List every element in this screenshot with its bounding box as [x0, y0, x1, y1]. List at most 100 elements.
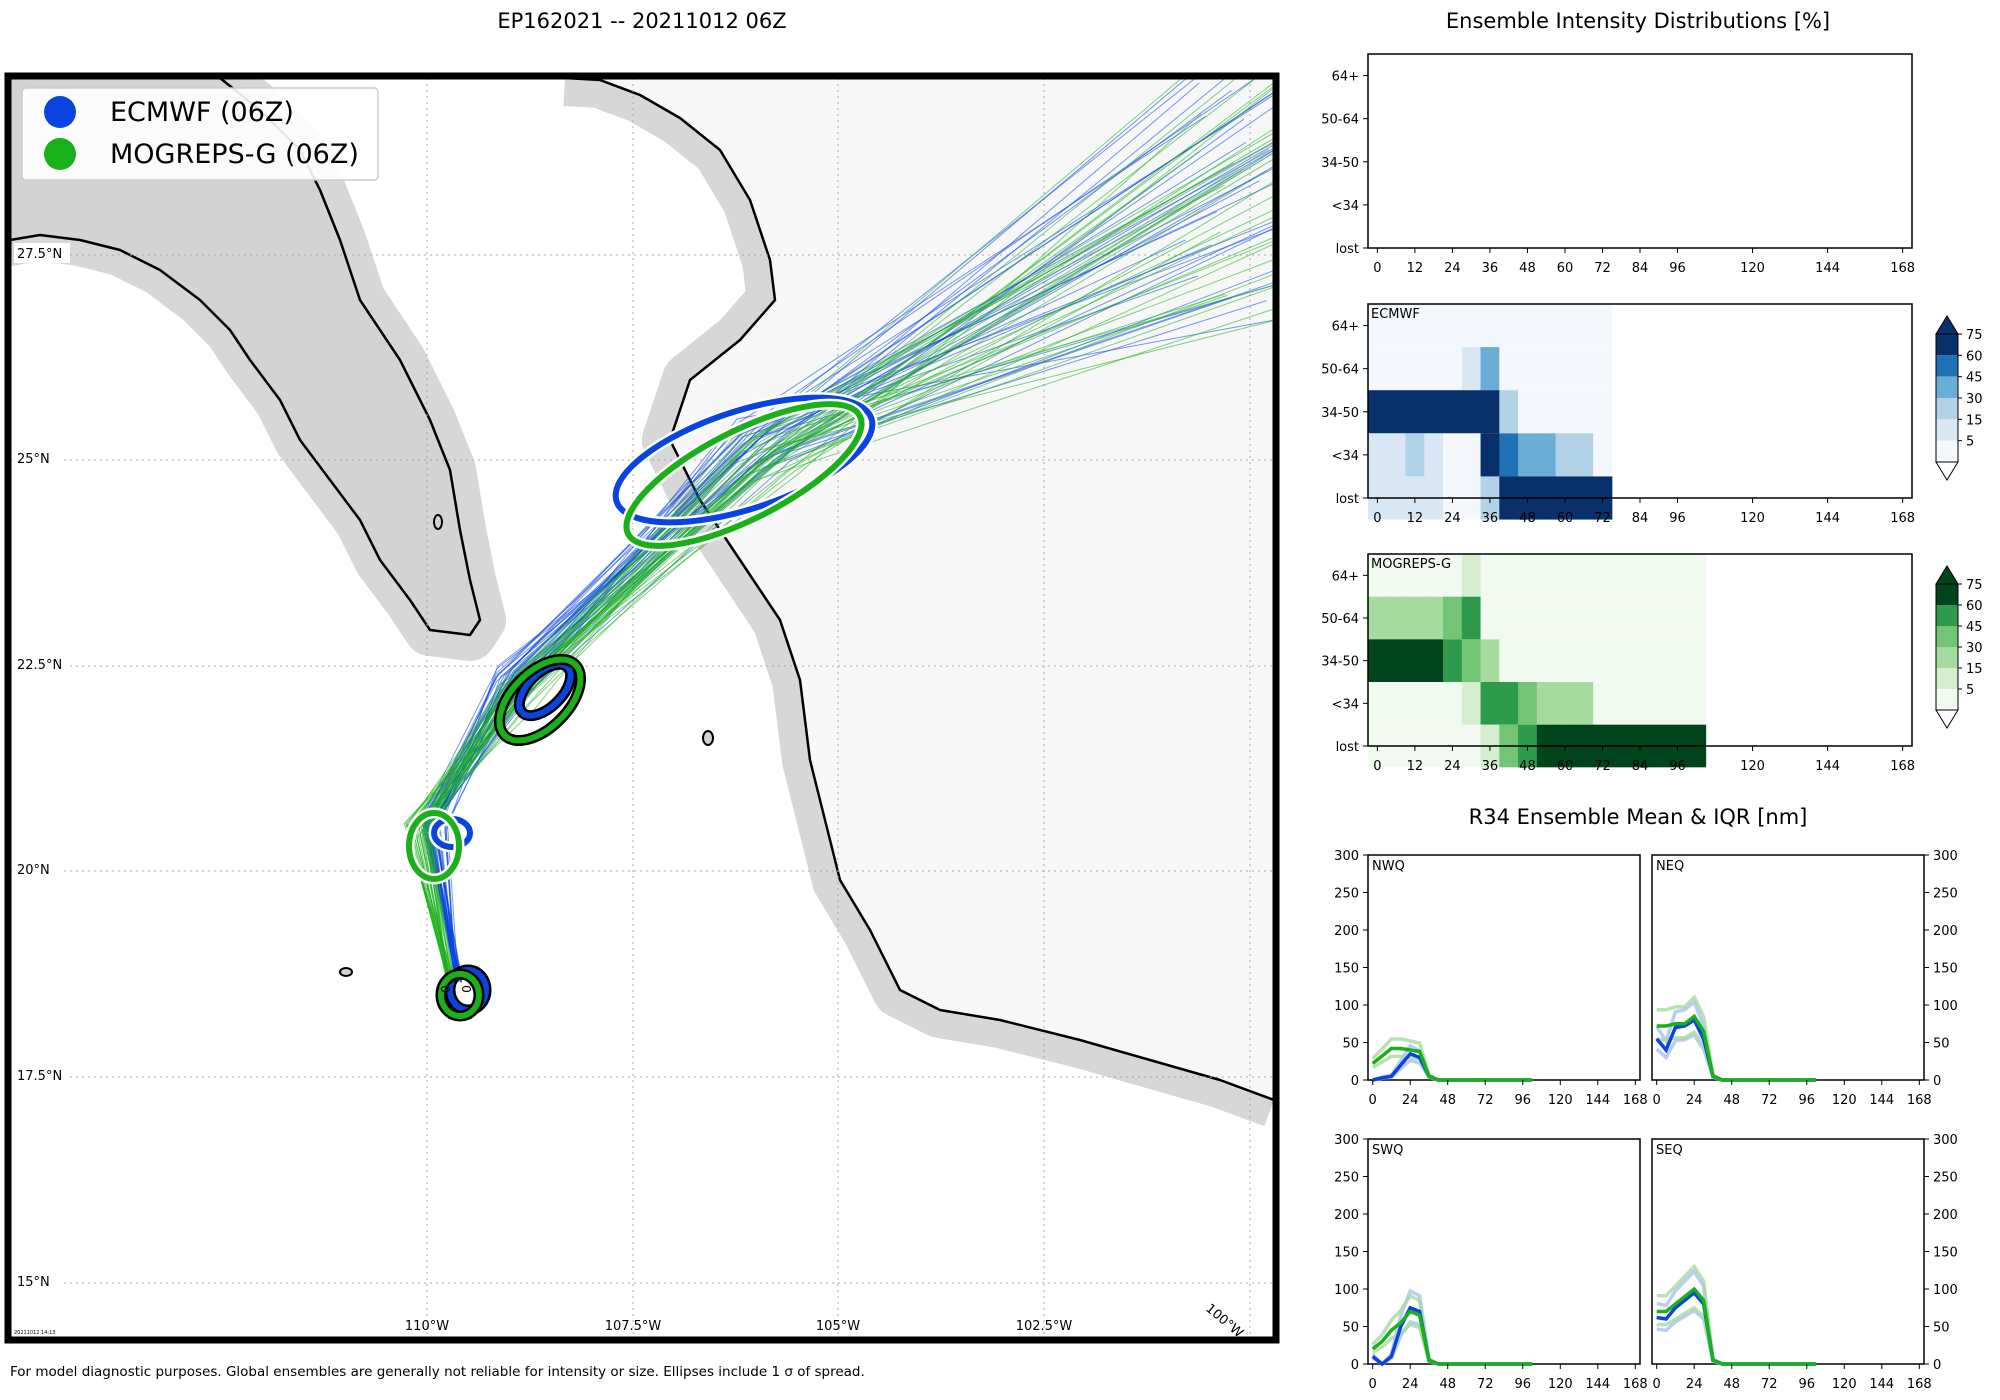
- heatmap-cell: [1518, 390, 1538, 434]
- x-tick-label: 144: [1815, 261, 1840, 276]
- heatmap-cell: [1368, 554, 1388, 597]
- r34-panel-label: SEQ: [1656, 1143, 1683, 1158]
- heatmap-cell: [1424, 639, 1444, 682]
- heatmap-cell: [1593, 433, 1613, 477]
- x-tick-label: 168: [1890, 511, 1915, 526]
- y-tick-label: 0: [1933, 1358, 1941, 1373]
- x-tick-label: 24: [1444, 261, 1461, 276]
- x-tick-label: 84: [1632, 759, 1649, 774]
- y-tick-label: 100: [1334, 1283, 1359, 1298]
- y-tick-label: 300: [1334, 1133, 1359, 1148]
- x-tick-label: 0: [1373, 261, 1381, 276]
- lat-label: 17.5°N: [17, 1069, 62, 1084]
- heatmap-cell: [1649, 554, 1669, 597]
- heatmap-cell: [1499, 390, 1519, 434]
- colorbar-segment: [1936, 398, 1958, 420]
- lat-label: 22.5°N: [17, 658, 62, 673]
- heatmap-cell: [1611, 554, 1632, 597]
- x-tick-label: 72: [1477, 1093, 1494, 1108]
- colorbar-extend-min: [1935, 709, 1959, 729]
- y-tick-label: 50-64: [1321, 363, 1359, 378]
- heatmap-cell: [1536, 433, 1557, 477]
- heatmap-cell: [1386, 304, 1407, 348]
- ellipse-mogreps-12h: [406, 810, 462, 882]
- heatmap-cell: [1443, 682, 1463, 725]
- y-tick-label: 50: [1933, 1037, 1950, 1052]
- heatmap-cell: [1536, 639, 1557, 682]
- x-tick-label: 144: [1585, 1377, 1610, 1392]
- heatmap-cell: [1518, 682, 1538, 725]
- mainland-mexico: [563, 78, 1274, 1127]
- x-tick-label: 84: [1632, 511, 1649, 526]
- heatmap-cell: [1555, 596, 1575, 640]
- heatmap-cell: [1574, 390, 1594, 434]
- x-tick-label: 72: [1594, 261, 1611, 276]
- colorbar-tick-label: 15: [1966, 662, 1983, 677]
- x-tick-label: 120: [1832, 1093, 1857, 1108]
- x-tick-label: 144: [1869, 1377, 1894, 1392]
- heatmap-cell: [1574, 347, 1594, 391]
- x-tick-label: 0: [1373, 759, 1381, 774]
- x-tick-label: 60: [1557, 511, 1574, 526]
- x-tick-label: 24: [1402, 1377, 1419, 1392]
- x-tick-label: 72: [1477, 1377, 1494, 1392]
- heatmap-cell: [1480, 304, 1500, 348]
- colorbar-tick-label: 45: [1966, 371, 1983, 386]
- ellipse-ecmwf-24h: [516, 661, 574, 719]
- y-tick-label: <34: [1332, 697, 1359, 712]
- island: [339, 967, 353, 977]
- ellipse-labels: 0 0: [438, 985, 473, 993]
- y-tick-label: 50-64: [1321, 612, 1359, 627]
- colorbar-tick-label: 60: [1966, 349, 1983, 364]
- x-tick-label: 48: [1723, 1093, 1740, 1108]
- y-tick-label: 64+: [1332, 569, 1359, 584]
- x-tick-label: 120: [1740, 759, 1765, 774]
- y-tick-label: lost: [1336, 242, 1359, 257]
- y-tick-label: 200: [1933, 1208, 1958, 1223]
- x-tick-label: 96: [1669, 759, 1686, 774]
- heatmap-cell: [1668, 639, 1688, 682]
- heatmap-cell: [1555, 304, 1575, 348]
- lat-label: 27.5°N: [17, 247, 62, 262]
- x-tick-label: 36: [1482, 511, 1499, 526]
- y-tick-label: 100: [1933, 999, 1958, 1014]
- y-tick-label: 300: [1933, 849, 1958, 864]
- y-tick-label: 250: [1933, 887, 1958, 902]
- x-tick-label: 144: [1815, 511, 1840, 526]
- lat-labels: 27.5°N 25°N 22.5°N 20°N 17.5°N 15°N: [14, 243, 70, 1291]
- r34-panel: NWQ 0 50 100 150 200 250 300 0 24 48 72 96 120 144 168: [1334, 849, 1648, 1108]
- colorbar-tick-label: 30: [1966, 392, 1983, 407]
- heatmap-cell: [1405, 390, 1425, 434]
- y-tick-label: 300: [1334, 849, 1359, 864]
- y-tick-label: 50: [1342, 1037, 1359, 1052]
- y-tick-label: 200: [1933, 924, 1958, 939]
- heatmap-cell: [1574, 639, 1594, 682]
- r34-mean-line: [1371, 1309, 1533, 1366]
- r34-panel-label: SWQ: [1372, 1143, 1403, 1158]
- ensemble-member-track: [421, 85, 1274, 981]
- lat-label: 15°N: [17, 1275, 50, 1290]
- x-tick-label: 48: [1439, 1377, 1456, 1392]
- heatmap-cell: [1499, 682, 1519, 725]
- heatmap-cell: [1555, 390, 1575, 434]
- y-tick-label: 0: [1351, 1074, 1359, 1089]
- x-tick-label: 96: [1514, 1093, 1531, 1108]
- y-tick-label: 250: [1933, 1171, 1958, 1186]
- lon-label: 105°W: [816, 1319, 860, 1334]
- colorbar-extend-min: [1935, 461, 1959, 481]
- r34-panel: NEQ 0 50 100 150 200 250 300 0 24 48 72 96 120 144 168: [1651, 849, 1958, 1108]
- x-tick-label: 0: [1653, 1093, 1661, 1108]
- heatmap-cell: [1461, 304, 1482, 348]
- x-tick-label: 0: [1373, 511, 1381, 526]
- heatmap-cell: [1686, 682, 1707, 725]
- colorbar-segment: [1936, 376, 1958, 398]
- x-tick-label: 168: [1890, 261, 1915, 276]
- y-tick-label: 0: [1933, 1074, 1941, 1089]
- legend-swatch-ecmwf: [44, 96, 76, 128]
- y-tick-label: 100: [1334, 999, 1359, 1014]
- heatmap-cell: [1443, 433, 1463, 477]
- y-tick-label: 200: [1334, 1208, 1359, 1223]
- y-tick-label: 34-50: [1321, 156, 1359, 171]
- x-tick-label: 96: [1669, 511, 1686, 526]
